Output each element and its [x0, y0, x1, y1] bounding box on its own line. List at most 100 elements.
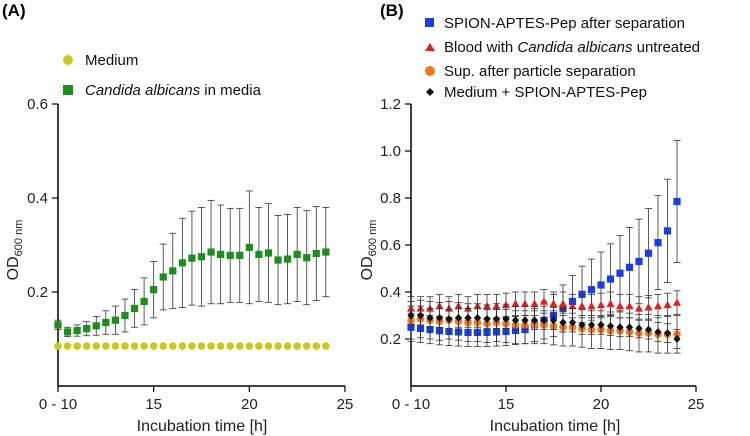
data-point — [663, 300, 672, 309]
data-point — [264, 342, 273, 350]
data-point — [473, 313, 482, 322]
data-point — [511, 299, 520, 307]
panel-b-x-tick-label: 15 — [498, 396, 515, 413]
data-point — [283, 342, 292, 350]
data-point — [255, 250, 263, 258]
data-point — [121, 311, 129, 320]
panel-b-legend: SPION-APTES-Pep after separation Blood w… — [425, 15, 700, 101]
data-point — [217, 250, 225, 258]
data-point — [654, 327, 662, 336]
data-point — [587, 320, 596, 329]
panel-a-x-title: Incubation time [h] — [137, 418, 268, 435]
data-point — [483, 315, 491, 324]
data-point — [597, 300, 605, 309]
data-point — [587, 286, 596, 294]
panel-a-x-tick-label: 20 — [241, 396, 258, 413]
data-point — [568, 301, 577, 310]
panel-b-y-tick-label: 1.0 — [380, 143, 401, 160]
data-point — [606, 299, 615, 307]
panel-a-series-1 — [54, 190, 330, 338]
legend-label-medium-spion: Medium + SPION-APTES-Pep — [444, 84, 647, 101]
data-point — [322, 248, 330, 256]
data-point — [178, 259, 186, 267]
legend-marker-sup-after — [425, 66, 435, 76]
data-point — [73, 342, 81, 350]
panel-a-label: (A) — [2, 1, 26, 20]
data-point — [578, 320, 586, 329]
data-point — [140, 297, 148, 305]
data-point — [159, 342, 168, 350]
panel-b-label: (B) — [380, 1, 404, 20]
data-point — [635, 257, 643, 266]
data-point — [464, 313, 472, 322]
data-point — [63, 342, 72, 350]
panel-a-y-tick-label: 0.2 — [27, 284, 48, 301]
panel-b-y-tick-label: 1.2 — [380, 96, 401, 113]
data-point — [502, 315, 510, 324]
data-point — [511, 316, 520, 325]
legend-label-sup-after: Sup. after particle separation — [444, 63, 636, 80]
data-point — [578, 301, 586, 310]
data-point — [312, 342, 321, 350]
data-point — [322, 342, 330, 350]
data-point — [416, 311, 425, 320]
data-point — [559, 318, 567, 327]
legend-marker-candida-media — [63, 85, 73, 95]
data-point — [169, 267, 177, 275]
panel-b-y-tick-label: 0.4 — [380, 284, 401, 301]
panel-b-x-ticks: 0 - 10 15 20 25 — [392, 386, 705, 413]
data-point — [197, 342, 206, 350]
legend-label-candida-media: Candida albicans in media — [85, 82, 262, 99]
data-point — [159, 273, 167, 281]
data-point — [274, 342, 282, 350]
panel-b-x-tick-label: 20 — [593, 396, 610, 413]
panel-b-x-tick-label: 25 — [688, 396, 705, 413]
panel-a-series-0 — [54, 342, 330, 350]
data-point — [540, 297, 548, 305]
data-point — [549, 299, 558, 307]
data-point — [549, 316, 558, 325]
data-point — [625, 301, 634, 310]
data-point — [63, 328, 72, 336]
data-point — [83, 325, 91, 333]
data-point — [54, 342, 62, 350]
data-point — [130, 304, 139, 313]
data-point — [284, 255, 292, 263]
data-point — [149, 342, 158, 350]
data-point — [102, 342, 110, 350]
data-point — [654, 239, 662, 247]
legend-marker-spion-after — [425, 18, 434, 27]
data-point — [521, 316, 529, 325]
data-point — [426, 313, 434, 322]
data-point — [73, 326, 81, 335]
panel-b-y-tick-label: 0.8 — [380, 190, 401, 207]
data-point — [502, 300, 510, 309]
data-point — [293, 342, 301, 350]
data-point — [255, 342, 263, 350]
legend-marker-medium-spion — [426, 88, 434, 96]
data-point — [188, 342, 196, 350]
data-point — [673, 197, 681, 206]
legend-label-blood-candida: Blood with Candida albicans untreated — [444, 39, 700, 56]
data-point — [616, 269, 624, 277]
data-point — [130, 342, 139, 350]
data-point — [264, 249, 273, 257]
data-point — [274, 256, 282, 264]
data-point — [293, 250, 301, 258]
data-point — [540, 316, 548, 325]
data-point — [521, 299, 529, 307]
data-point — [216, 342, 225, 350]
data-point — [606, 322, 615, 331]
data-point — [111, 342, 120, 350]
panel-a-chart: (A) Medium Candida albicans in media 0.2… — [2, 1, 353, 435]
data-point — [102, 318, 110, 327]
data-point — [454, 313, 463, 322]
panel-a-y-title: OD600 nm — [5, 220, 25, 281]
data-point — [635, 324, 643, 333]
panel-a-data — [54, 190, 330, 350]
data-point — [140, 342, 148, 350]
panel-a-x-tick-label: 15 — [145, 396, 162, 413]
data-point — [616, 323, 624, 332]
panel-a-legend: Medium Candida albicans in media — [63, 52, 262, 99]
data-point — [654, 301, 662, 310]
